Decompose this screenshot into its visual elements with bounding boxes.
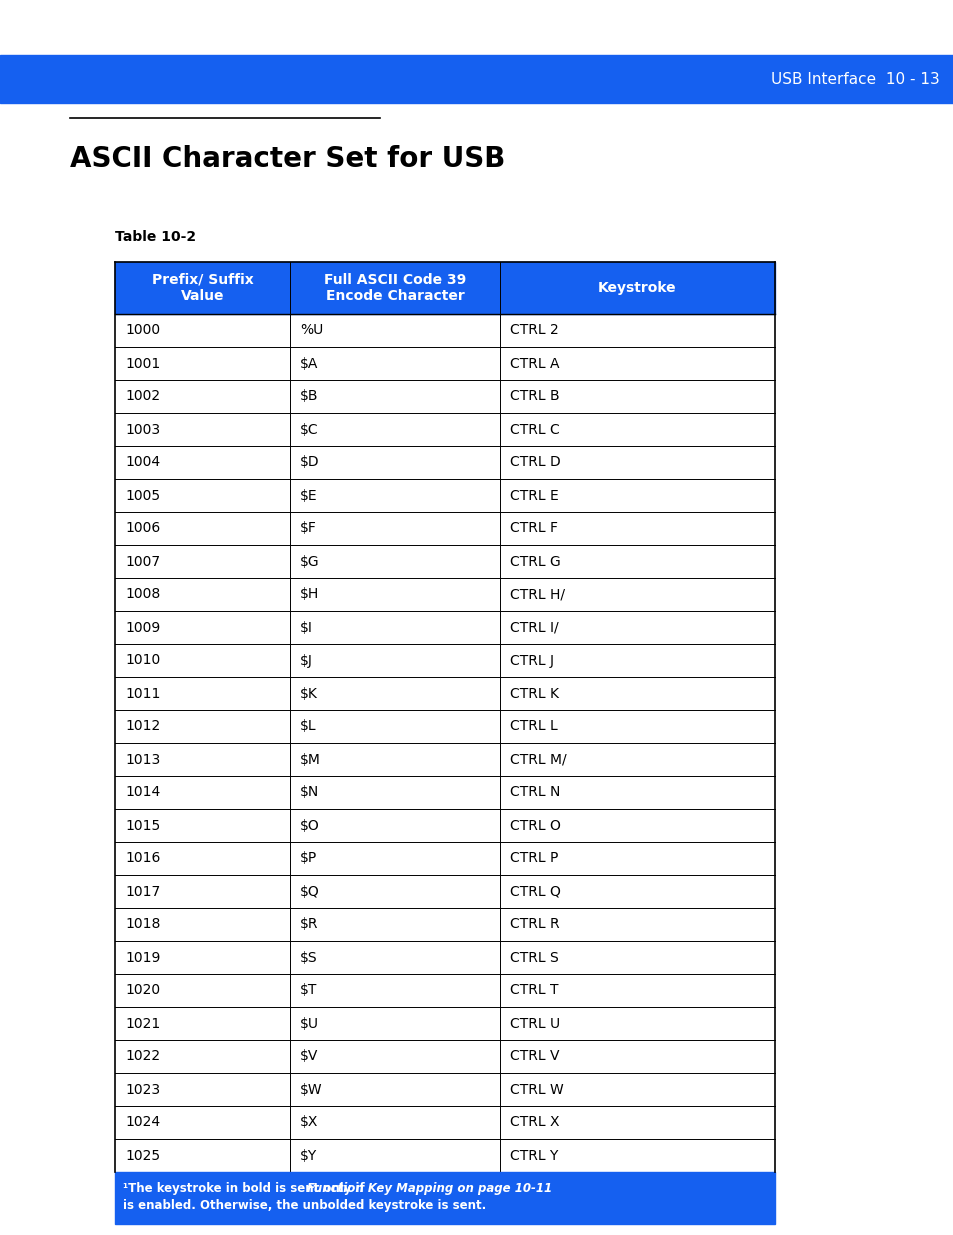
Text: 1001: 1001 — [125, 357, 160, 370]
Text: 1016: 1016 — [125, 851, 160, 866]
Text: 1008: 1008 — [125, 588, 160, 601]
Text: 1013: 1013 — [125, 752, 160, 767]
Text: $N: $N — [299, 785, 319, 799]
Text: CTRL R: CTRL R — [510, 918, 559, 931]
Text: CTRL W: CTRL W — [510, 1083, 563, 1097]
Text: $I: $I — [299, 620, 313, 635]
Text: $A: $A — [299, 357, 318, 370]
Text: 1019: 1019 — [125, 951, 160, 965]
Text: is enabled. Otherwise, the unbolded keystroke is sent.: is enabled. Otherwise, the unbolded keys… — [123, 1199, 486, 1212]
Text: 1012: 1012 — [125, 720, 160, 734]
Text: 1005: 1005 — [125, 489, 160, 503]
Text: $Y: $Y — [299, 1149, 317, 1162]
Text: $S: $S — [299, 951, 317, 965]
Text: USB Interface  10 - 13: USB Interface 10 - 13 — [770, 72, 939, 86]
Text: 1024: 1024 — [125, 1115, 160, 1130]
Text: CTRL G: CTRL G — [510, 555, 560, 568]
Text: 1018: 1018 — [125, 918, 160, 931]
Text: 1017: 1017 — [125, 884, 160, 899]
Text: 1025: 1025 — [125, 1149, 160, 1162]
Text: CTRL S: CTRL S — [510, 951, 558, 965]
Text: $Q: $Q — [299, 884, 319, 899]
Text: $H: $H — [299, 588, 319, 601]
Text: CTRL H/: CTRL H/ — [510, 588, 564, 601]
Text: CTRL M/: CTRL M/ — [510, 752, 566, 767]
Text: CTRL F: CTRL F — [510, 521, 558, 536]
Text: $T: $T — [299, 983, 317, 998]
Text: 1004: 1004 — [125, 456, 160, 469]
Text: CTRL 2: CTRL 2 — [510, 324, 558, 337]
Text: CTRL Y: CTRL Y — [510, 1149, 558, 1162]
Bar — [115, 262, 774, 314]
Text: $P: $P — [299, 851, 317, 866]
Text: CTRL E: CTRL E — [510, 489, 558, 503]
Text: CTRL B: CTRL B — [510, 389, 559, 404]
Text: Full ASCII Code 39
Encode Character: Full ASCII Code 39 Encode Character — [323, 273, 466, 303]
Text: 1011: 1011 — [125, 687, 160, 700]
Text: CTRL K: CTRL K — [510, 687, 558, 700]
Text: CTRL D: CTRL D — [510, 456, 560, 469]
Text: 1021: 1021 — [125, 1016, 160, 1030]
Text: $M: $M — [299, 752, 320, 767]
Text: $K: $K — [299, 687, 317, 700]
Text: $R: $R — [299, 918, 318, 931]
Text: Table 10-2: Table 10-2 — [115, 230, 196, 245]
Text: CTRL T: CTRL T — [510, 983, 558, 998]
Text: CTRL L: CTRL L — [510, 720, 558, 734]
Text: $E: $E — [299, 489, 317, 503]
Text: ASCII Character Set for USB: ASCII Character Set for USB — [70, 144, 505, 173]
Text: $L: $L — [299, 720, 316, 734]
Text: $D: $D — [299, 456, 319, 469]
Text: Function Key Mapping on page 10-11: Function Key Mapping on page 10-11 — [307, 1182, 552, 1195]
Text: 1009: 1009 — [125, 620, 160, 635]
Text: 1007: 1007 — [125, 555, 160, 568]
Text: $U: $U — [299, 1016, 318, 1030]
Text: $G: $G — [299, 555, 319, 568]
Text: 1010: 1010 — [125, 653, 160, 667]
Text: CTRL Q: CTRL Q — [510, 884, 560, 899]
Text: CTRL J: CTRL J — [510, 653, 554, 667]
Text: CTRL X: CTRL X — [510, 1115, 558, 1130]
Text: CTRL A: CTRL A — [510, 357, 558, 370]
Text: $C: $C — [299, 422, 318, 436]
Text: 1000: 1000 — [125, 324, 160, 337]
Text: CTRL I/: CTRL I/ — [510, 620, 558, 635]
Text: CTRL N: CTRL N — [510, 785, 559, 799]
Text: CTRL O: CTRL O — [510, 819, 560, 832]
Bar — [0, 56, 953, 103]
Text: $V: $V — [299, 1050, 318, 1063]
Text: Prefix/ Suffix
Value: Prefix/ Suffix Value — [152, 273, 253, 303]
Text: CTRL V: CTRL V — [510, 1050, 558, 1063]
Text: 1020: 1020 — [125, 983, 160, 998]
Text: CTRL C: CTRL C — [510, 422, 559, 436]
Text: 1023: 1023 — [125, 1083, 160, 1097]
Text: 1014: 1014 — [125, 785, 160, 799]
Text: ¹The keystroke in bold is sent only if: ¹The keystroke in bold is sent only if — [123, 1182, 369, 1195]
Text: $X: $X — [299, 1115, 318, 1130]
Text: $B: $B — [299, 389, 318, 404]
Text: %U: %U — [299, 324, 323, 337]
Text: Keystroke: Keystroke — [598, 282, 676, 295]
Text: $W: $W — [299, 1083, 322, 1097]
Text: 1022: 1022 — [125, 1050, 160, 1063]
Text: $O: $O — [299, 819, 319, 832]
Bar — [115, 1172, 774, 1224]
Text: 1015: 1015 — [125, 819, 160, 832]
Text: CTRL P: CTRL P — [510, 851, 558, 866]
Text: 1002: 1002 — [125, 389, 160, 404]
Text: $F: $F — [299, 521, 316, 536]
Text: 1006: 1006 — [125, 521, 160, 536]
Text: $J: $J — [299, 653, 313, 667]
Text: 1003: 1003 — [125, 422, 160, 436]
Text: CTRL U: CTRL U — [510, 1016, 559, 1030]
